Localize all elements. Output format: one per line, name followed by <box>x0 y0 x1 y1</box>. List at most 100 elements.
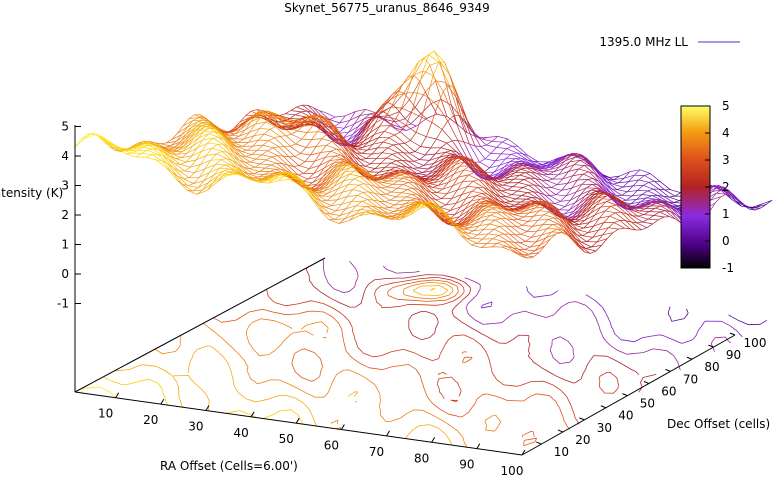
mesh-line <box>722 189 728 191</box>
mesh-line <box>595 170 607 185</box>
mesh-line <box>318 127 325 133</box>
mesh-line <box>245 154 252 157</box>
mesh-line <box>592 234 603 238</box>
mesh-line <box>208 121 215 126</box>
mesh-line <box>468 208 475 217</box>
mesh-line <box>320 116 327 123</box>
mesh-line <box>566 222 573 228</box>
mesh-line <box>418 189 425 194</box>
mesh-line <box>441 208 448 216</box>
contour-line <box>322 259 731 371</box>
mesh-line <box>610 204 617 207</box>
mesh-line <box>305 139 313 148</box>
mesh-line <box>436 129 443 140</box>
mesh-line <box>525 237 532 242</box>
mesh-line <box>572 173 584 176</box>
mesh-line <box>481 192 488 195</box>
mesh-line <box>307 105 314 109</box>
mesh-line <box>450 150 457 153</box>
mesh-line <box>352 145 359 147</box>
mesh-line <box>236 167 243 172</box>
mesh-line <box>139 142 146 145</box>
mesh-line <box>608 222 615 228</box>
mesh-line <box>376 181 388 188</box>
mesh-line <box>594 173 601 179</box>
mesh-line <box>344 142 351 149</box>
mesh-line <box>484 214 491 221</box>
mesh-line <box>643 185 654 190</box>
mesh-line <box>528 207 536 214</box>
mesh-line <box>653 188 664 197</box>
z-tick-label: 3 <box>61 179 69 193</box>
mesh-line <box>572 227 583 236</box>
mesh-line <box>557 183 568 185</box>
mesh-line <box>594 210 606 216</box>
mesh-line <box>289 146 301 154</box>
mesh-line <box>254 163 261 168</box>
mesh-line <box>431 122 443 130</box>
mesh-line <box>204 164 216 170</box>
mesh-line <box>711 186 718 192</box>
mesh-line <box>227 152 234 157</box>
mesh-line <box>469 202 476 211</box>
mesh-line <box>246 115 253 123</box>
mesh-line <box>660 205 672 213</box>
mesh-line <box>372 176 379 180</box>
mesh-line <box>443 172 450 181</box>
mesh-line <box>218 171 229 177</box>
mesh-line <box>285 113 296 116</box>
mesh-line <box>591 197 598 206</box>
mesh-line <box>229 144 241 156</box>
x-tick <box>205 405 210 411</box>
mesh-line <box>441 193 448 199</box>
mesh-line <box>346 189 354 197</box>
mesh-line <box>317 125 324 132</box>
mesh-line <box>177 176 189 186</box>
mesh-line <box>417 194 424 198</box>
mesh-line <box>653 215 665 218</box>
mesh-line <box>349 115 361 121</box>
mesh-line <box>340 166 351 172</box>
mesh-line <box>310 152 321 156</box>
mesh-line <box>474 219 486 225</box>
mesh-line <box>309 165 320 170</box>
mesh-line <box>563 226 571 234</box>
mesh-line <box>430 103 438 115</box>
x-tick <box>340 424 345 430</box>
mesh-line <box>347 155 354 162</box>
mesh-line <box>166 167 177 180</box>
mesh-line <box>193 131 205 139</box>
mesh-line <box>354 135 362 144</box>
mesh-line <box>324 212 335 220</box>
mesh-line <box>186 189 193 192</box>
mesh-line <box>309 191 316 198</box>
mesh-line <box>329 178 340 187</box>
mesh-line <box>393 144 404 154</box>
mesh-line <box>138 144 149 147</box>
mesh-line <box>314 152 321 162</box>
mesh-line <box>733 194 740 201</box>
mesh-line <box>602 232 613 236</box>
mesh-line <box>293 119 300 121</box>
mesh-line <box>478 233 489 236</box>
mesh-line <box>400 131 411 141</box>
mesh-line <box>439 61 447 83</box>
mesh-line <box>581 241 592 248</box>
mesh-line <box>576 187 587 193</box>
mesh-line <box>423 202 430 207</box>
mesh-line <box>738 200 746 206</box>
mesh-line <box>617 189 628 193</box>
mesh-line <box>378 173 385 179</box>
mesh-line <box>392 152 398 155</box>
mesh-line <box>213 136 219 139</box>
mesh-line <box>108 146 116 151</box>
mesh-line <box>632 179 639 187</box>
mesh-line <box>527 165 534 168</box>
mesh-line <box>165 150 176 159</box>
mesh-line <box>523 203 530 207</box>
mesh-line <box>658 188 670 198</box>
mesh-line <box>534 166 541 169</box>
mesh-line <box>233 155 240 161</box>
mesh-line <box>210 153 217 161</box>
mesh-line <box>506 148 517 154</box>
